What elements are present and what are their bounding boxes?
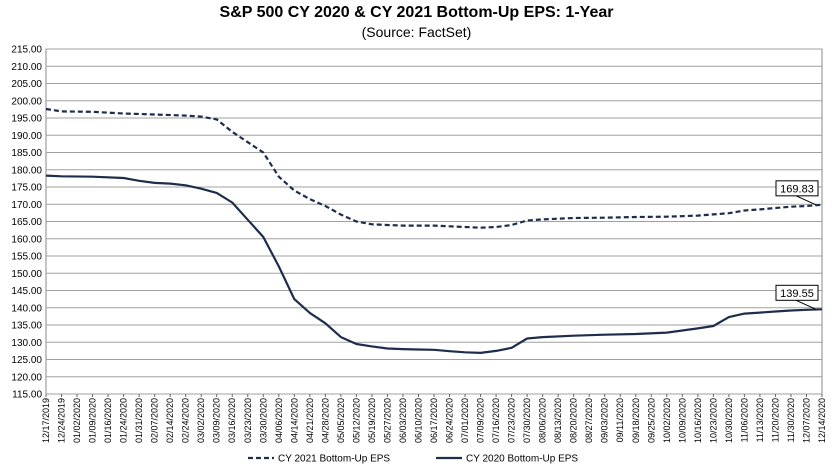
- x-tick-label: 05/05/2020: [336, 398, 346, 443]
- x-tick-label: 03/09/2020: [212, 398, 222, 443]
- y-tick-label: 120.00: [11, 372, 42, 383]
- legend-label: CY 2021 Bottom-Up EPS: [278, 454, 390, 465]
- y-tick-label: 210.00: [11, 62, 42, 73]
- x-tick-label: 10/09/2020: [677, 398, 687, 443]
- y-tick-label: 205.00: [11, 79, 42, 90]
- y-tick-label: 115.00: [12, 390, 42, 401]
- x-tick-label: 06/17/2020: [429, 398, 439, 443]
- x-tick-label: 03/30/2020: [258, 398, 268, 443]
- x-tick-label: 05/19/2020: [367, 398, 377, 443]
- y-tick-label: 130.00: [11, 338, 42, 349]
- y-tick-label: 155.00: [11, 252, 42, 263]
- x-tick-label: 06/24/2020: [445, 398, 455, 443]
- y-tick-label: 140.00: [11, 303, 42, 314]
- x-axis-ticks: 12/17/2019 12/24/2019 01/02/2020 01/09/2020…: [41, 398, 827, 443]
- x-tick-label: 08/06/2020: [538, 398, 548, 443]
- x-tick-label: 10/30/2020: [724, 398, 734, 443]
- x-tick-label: 07/23/2020: [507, 398, 517, 443]
- x-tick-label: 05/27/2020: [382, 398, 392, 443]
- y-tick-label: 135.00: [11, 321, 42, 332]
- x-tick-label: 07/16/2020: [491, 398, 501, 443]
- y-tick-label: 145.00: [11, 286, 42, 297]
- x-tick-label: 03/02/2020: [196, 398, 206, 443]
- x-tick-label: 11/06/2020: [739, 398, 749, 442]
- x-tick-label: 06/10/2020: [413, 398, 423, 443]
- callout-value: 139.55: [780, 288, 814, 300]
- y-tick-label: 175.00: [11, 183, 42, 194]
- chart-title: S&P 500 CY 2020 & CY 2021 Bottom-Up EPS:…: [219, 4, 614, 21]
- x-tick-label: 09/18/2020: [631, 398, 641, 443]
- x-tick-label: 05/12/2020: [351, 398, 361, 443]
- x-tick-label: 01/09/2020: [88, 398, 98, 443]
- x-tick-label: 11/13/2020: [755, 398, 765, 442]
- callout-box: [775, 180, 819, 197]
- series-lines: [45, 107, 823, 354]
- x-tick-label: 09/11/2020: [615, 398, 625, 442]
- y-tick-label: 215.00: [11, 45, 42, 56]
- x-tick-label: 01/16/2020: [103, 398, 113, 443]
- y-tick-label: 200.00: [11, 96, 42, 107]
- gridlines: [45, 48, 823, 397]
- end-value-callouts: 169.83 139.55: [775, 180, 819, 310]
- x-tick-label: 02/07/2020: [150, 398, 160, 443]
- x-tick-label: 01/02/2020: [72, 398, 82, 443]
- x-tick-label: 12/14/2020: [817, 398, 827, 443]
- x-tick-label: 01/24/2020: [119, 398, 129, 443]
- series-line-cy2020: [45, 174, 823, 354]
- x-tick-label: 04/28/2020: [320, 398, 330, 443]
- x-tick-label: 04/21/2020: [305, 398, 315, 443]
- x-tick-label: 07/30/2020: [522, 398, 532, 443]
- x-tick-label: 03/23/2020: [243, 398, 253, 443]
- x-tick-label: 01/31/2020: [134, 398, 144, 443]
- callout-value: 169.83: [780, 183, 814, 195]
- x-tick-label: 12/17/2019: [41, 398, 51, 443]
- y-tick-label: 195.00: [11, 114, 42, 125]
- y-tick-label: 125.00: [11, 355, 42, 366]
- y-tick-label: 150.00: [11, 269, 42, 280]
- legend: CY 2021 Bottom-Up EPS CY 2020 Bottom-Up E…: [248, 454, 578, 465]
- y-tick-label: 185.00: [11, 148, 42, 159]
- x-tick-label: 09/03/2020: [600, 398, 610, 443]
- y-tick-label: 165.00: [11, 217, 42, 228]
- x-tick-label: 08/27/2020: [584, 398, 594, 443]
- x-tick-label: 10/23/2020: [708, 398, 718, 443]
- y-axis-ticks: 115.00 120.00 125.00 130.00 135.00 140.00 145.…: [11, 45, 42, 401]
- x-tick-label: 08/13/2020: [553, 398, 563, 443]
- series-line-cy2021: [45, 107, 823, 229]
- y-tick-label: 170.00: [11, 200, 42, 211]
- x-tick-label: 04/06/2020: [274, 398, 284, 443]
- callout-box: [775, 284, 819, 301]
- x-tick-label: 07/09/2020: [476, 398, 486, 443]
- x-tick-label: 11/20/2020: [770, 398, 780, 442]
- y-tick-label: 160.00: [11, 234, 42, 245]
- x-tick-label: 07/01/2020: [460, 398, 470, 443]
- x-tick-label: 11/30/2020: [786, 398, 796, 442]
- y-tick-label: 180.00: [11, 165, 42, 176]
- x-tick-label: 06/03/2020: [398, 398, 408, 443]
- x-tick-label: 03/16/2020: [227, 398, 237, 443]
- y-tick-label: 190.00: [11, 131, 42, 142]
- chart-subtitle: (Source: FactSet): [361, 24, 472, 40]
- x-tick-label: 04/14/2020: [289, 398, 299, 443]
- x-tick-label: 10/02/2020: [662, 398, 672, 443]
- callout-leader: [795, 195, 817, 206]
- x-tick-label: 10/16/2020: [693, 398, 703, 443]
- x-tick-label: 12/07/2020: [801, 398, 811, 443]
- x-tick-label: 12/24/2019: [57, 398, 67, 443]
- x-tick-label: 02/24/2020: [181, 398, 191, 443]
- legend-label: CY 2020 Bottom-Up EPS: [466, 454, 578, 465]
- x-tick-label: 02/14/2020: [165, 398, 175, 443]
- callout-leader: [795, 299, 817, 310]
- x-tick-label: 08/20/2020: [569, 398, 579, 443]
- x-tick-label: 09/25/2020: [646, 398, 656, 443]
